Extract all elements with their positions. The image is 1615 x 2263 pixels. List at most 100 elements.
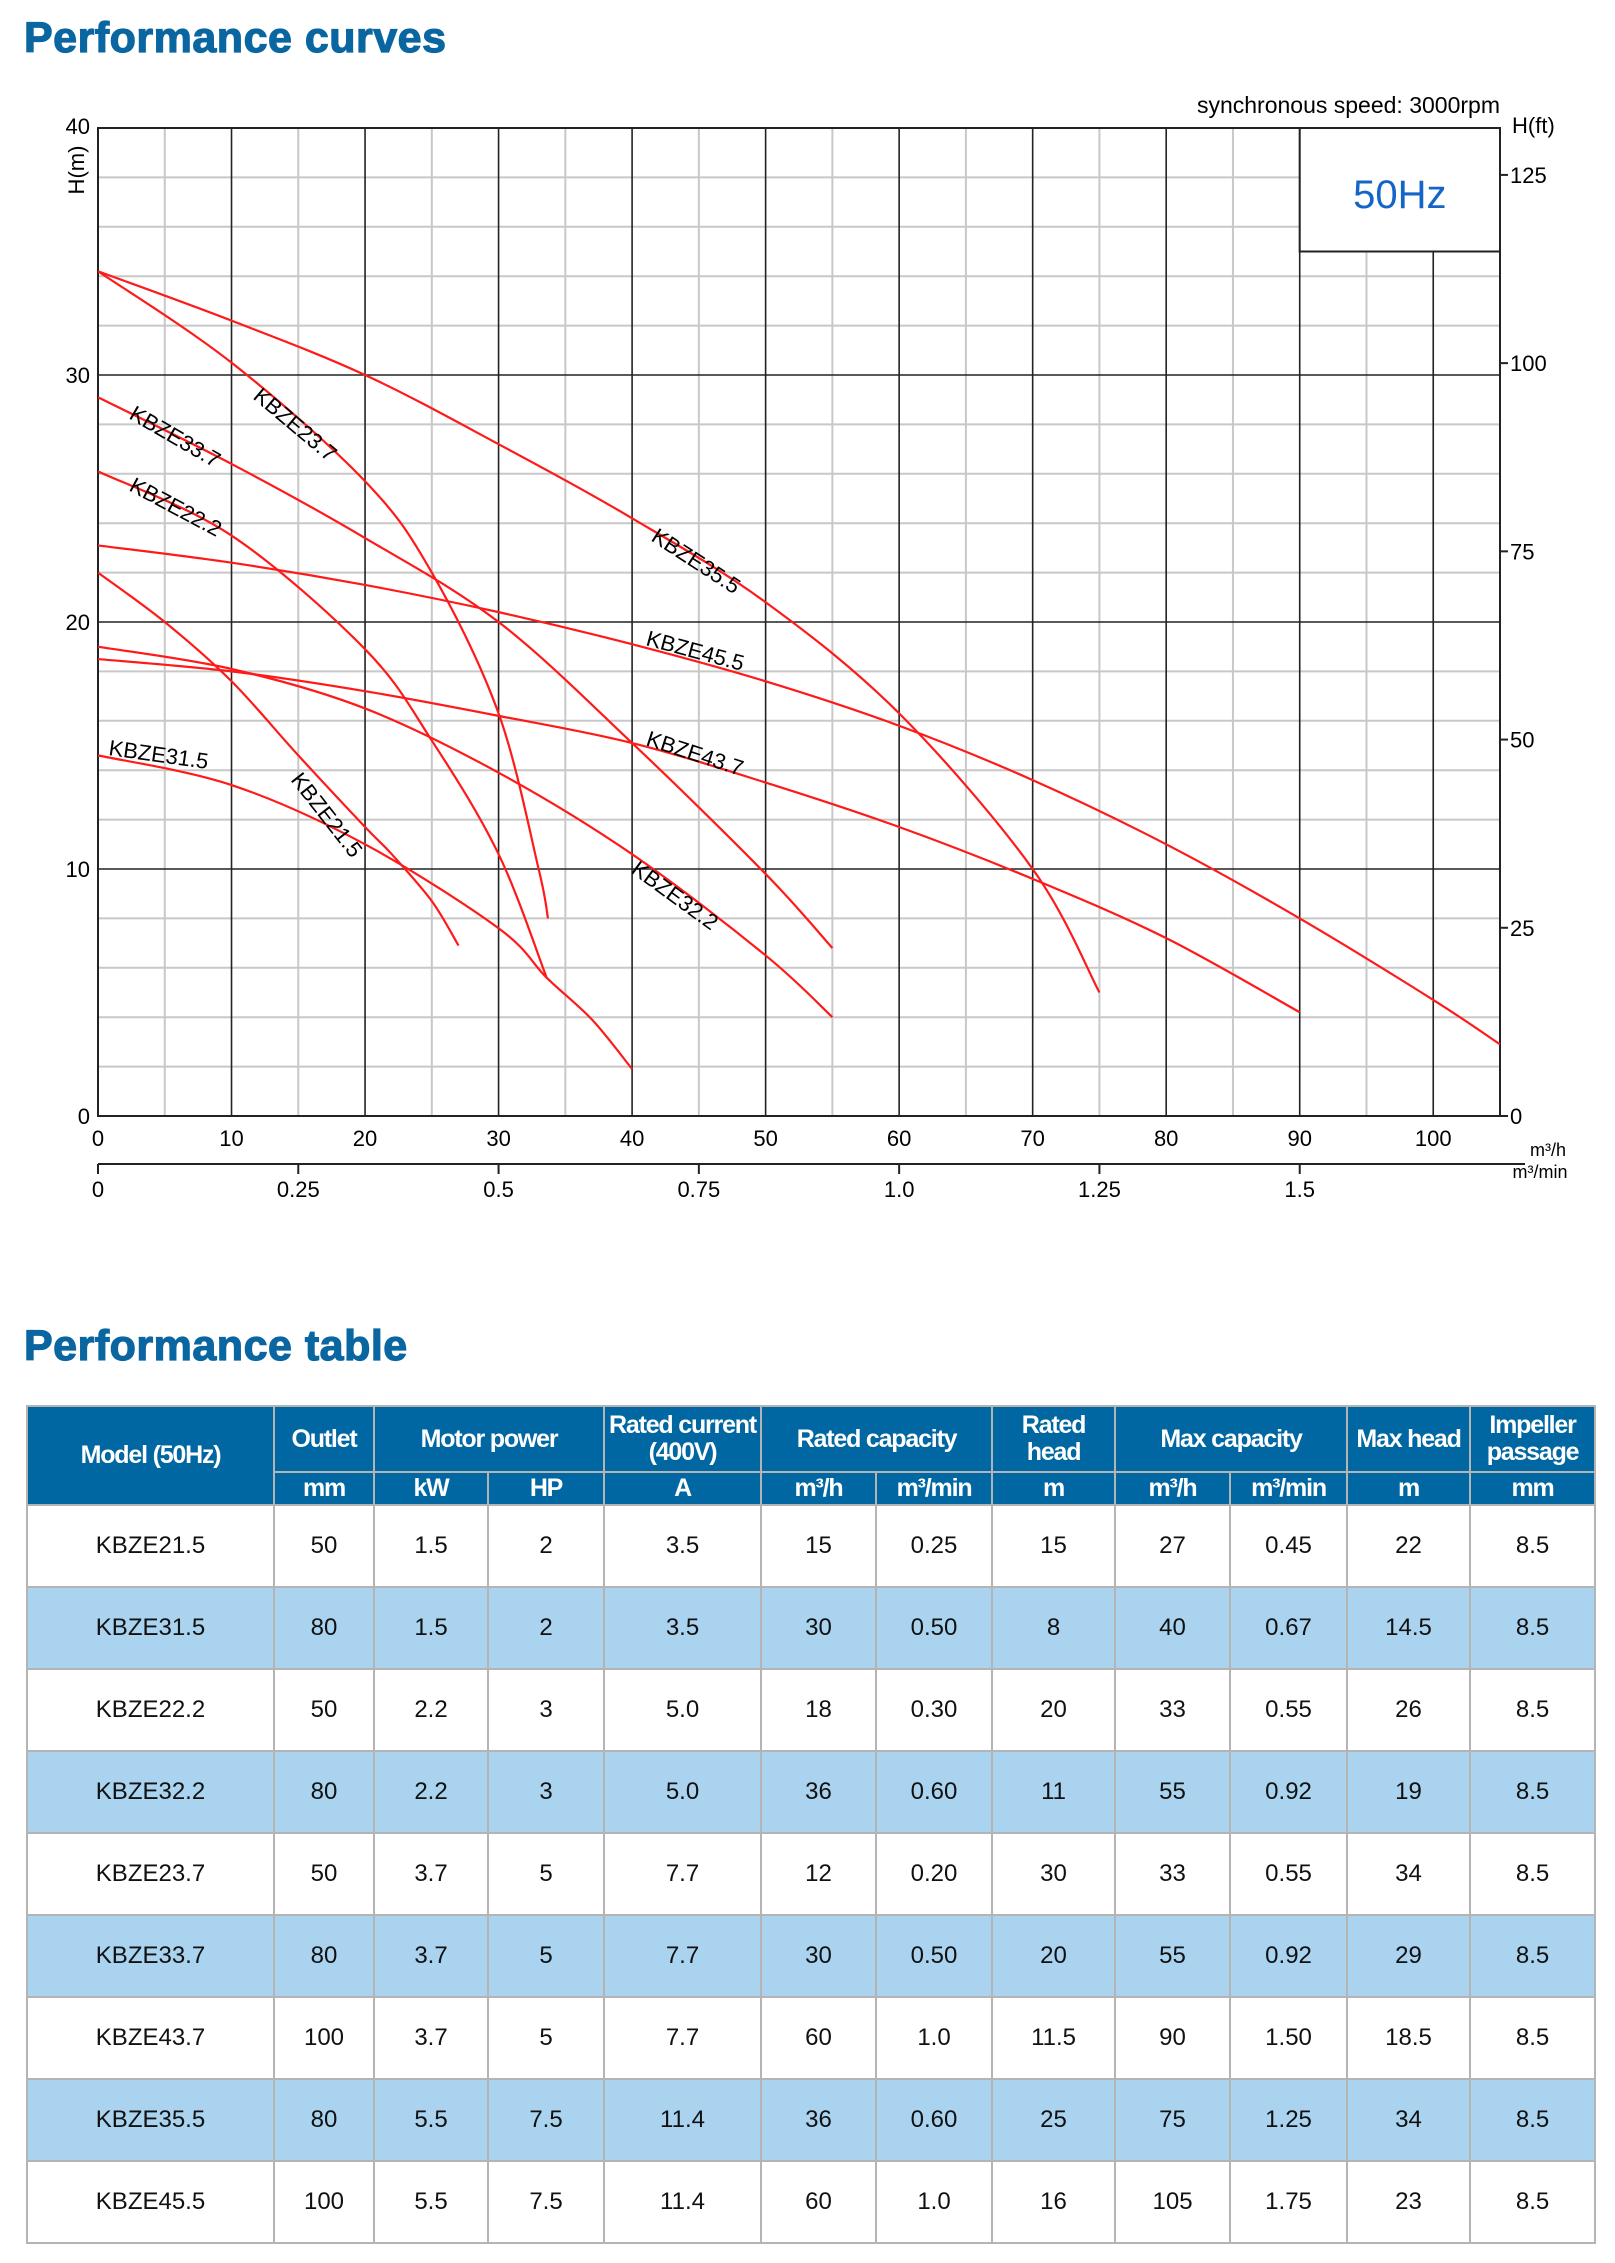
header-unit: m <box>1346 1471 1472 1506</box>
header-max-head: Max head <box>1346 1405 1472 1473</box>
y-right-axis-label: H(ft) <box>1512 113 1555 138</box>
value-cell: 11 <box>991 1750 1117 1834</box>
value-cell: 19 <box>1346 1750 1472 1834</box>
value-cell: 36 <box>760 2078 878 2162</box>
value-cell: 33 <box>1114 1668 1232 1752</box>
x-tick-label: 10 <box>219 1126 243 1151</box>
value-cell: 5 <box>486 1914 606 1998</box>
curve-kbze21-5 <box>97 571 460 947</box>
y-right-tick-label: 75 <box>1510 539 1534 564</box>
value-cell: 80 <box>273 2078 375 2162</box>
value-cell: 0.30 <box>875 1668 994 1752</box>
value-cell: 0.20 <box>875 1832 994 1916</box>
value-cell: 3.5 <box>603 1586 763 1670</box>
value-cell: 3.7 <box>373 1832 489 1916</box>
table-title: Performance table <box>23 1321 408 1370</box>
value-cell: 5 <box>486 1832 606 1916</box>
value-cell: 8.5 <box>1469 1996 1597 2080</box>
value-cell: 8 <box>991 1586 1117 1670</box>
curves-title: Performance curves <box>23 13 447 62</box>
y-right-tick-label: 0 <box>1510 1104 1522 1129</box>
model-cell: KBZE43.7 <box>26 1996 275 2080</box>
value-cell: 1.0 <box>875 1996 994 2080</box>
table-row: KBZE21.5 50 1.5 2 3.5 15 0.25 15 27 0.45 22 8.5 <box>26 1504 1597 1588</box>
value-cell: 30 <box>760 1586 878 1670</box>
value-cell: 3 <box>486 1668 606 1752</box>
value-cell: 50 <box>273 1832 375 1916</box>
value-cell: 0.25 <box>875 1504 994 1588</box>
value-cell: 3 <box>486 1750 606 1834</box>
curve-kbze22-2 <box>97 470 548 979</box>
value-cell: 7.5 <box>486 2160 606 2244</box>
value-cell: 1.0 <box>875 2160 994 2244</box>
value-cell: 55 <box>1114 1914 1232 1998</box>
value-cell: 80 <box>273 1750 375 1834</box>
table-row: KBZE45.5 100 5.5 7.5 11.4 60 1.0 16 105 1.75 23 8.5 <box>26 2160 1597 2244</box>
x-tick-label: 20 <box>353 1126 377 1151</box>
model-cell: KBZE31.5 <box>26 1586 275 1670</box>
header-unit: mm <box>273 1471 375 1506</box>
plot-frame <box>97 127 1501 1117</box>
x2-tick-label: 1.0 <box>884 1177 915 1202</box>
curve-label: KBZE35.5 <box>647 523 745 599</box>
model-cell: KBZE33.7 <box>26 1914 275 1998</box>
value-cell: 80 <box>273 1914 375 1998</box>
value-cell: 11.5 <box>991 1996 1117 2080</box>
value-cell: 18 <box>760 1668 878 1752</box>
y-right-tick-label: 100 <box>1510 351 1547 376</box>
value-cell: 18.5 <box>1346 1996 1472 2080</box>
value-cell: 50 <box>273 1668 375 1752</box>
y-tick-label: 30 <box>66 363 90 388</box>
y-right-tick-label: 50 <box>1510 728 1534 753</box>
frequency-badge: 50Hz <box>1353 173 1446 217</box>
value-cell: 8.5 <box>1469 1832 1597 1916</box>
value-cell: 60 <box>760 2160 878 2244</box>
value-cell: 8.5 <box>1469 1504 1597 1588</box>
x2-tick-label: 1.25 <box>1078 1177 1121 1202</box>
x2-tick-label: 0.5 <box>483 1177 514 1202</box>
value-cell: 2 <box>486 1504 606 1588</box>
value-cell: 36 <box>760 1750 878 1834</box>
value-cell: 100 <box>273 2160 375 2244</box>
value-cell: 8.5 <box>1469 1586 1597 1670</box>
value-cell: 14.5 <box>1346 1586 1472 1670</box>
header-unit: m³/h <box>760 1471 878 1506</box>
curve-label: KBZE33.7 <box>126 401 225 473</box>
value-cell: 16 <box>991 2160 1117 2244</box>
header-max-capacity: Max capacity <box>1114 1405 1349 1473</box>
x2-tick-label: 0.25 <box>277 1177 320 1202</box>
value-cell: 1.75 <box>1229 2160 1349 2244</box>
value-cell: 12 <box>760 1832 878 1916</box>
value-cell: 100 <box>273 1996 375 2080</box>
x-tick-label: 90 <box>1287 1126 1311 1151</box>
value-cell: 0.55 <box>1229 1668 1349 1752</box>
value-cell: 80 <box>273 1586 375 1670</box>
header-model: Model (50Hz) <box>26 1405 275 1506</box>
model-cell: KBZE45.5 <box>26 2160 275 2244</box>
frequency-badge-box <box>1298 127 1501 253</box>
header-unit: m³/min <box>875 1471 994 1506</box>
header-rated-capacity: Rated capacity <box>760 1405 994 1473</box>
curve-label: KBZE22.2 <box>126 472 226 541</box>
y-tick-label: 40 <box>66 114 90 139</box>
value-cell: 25 <box>991 2078 1117 2162</box>
curve-kbze32-2 <box>97 645 834 1019</box>
value-cell: 1.50 <box>1229 1996 1349 2080</box>
header-unit: m³/h <box>1114 1471 1232 1506</box>
value-cell: 1.25 <box>1229 2078 1349 2162</box>
value-cell: 5.0 <box>603 1750 763 1834</box>
value-cell: 0.50 <box>875 1586 994 1670</box>
value-cell: 40 <box>1114 1586 1232 1670</box>
value-cell: 30 <box>991 1832 1117 1916</box>
value-cell: 0.67 <box>1229 1586 1349 1670</box>
header-impeller-passage: Impeller passage <box>1469 1405 1597 1473</box>
value-cell: 3.7 <box>373 1996 489 2080</box>
y-axis-label: H(m) <box>64 146 89 195</box>
value-cell: 5.5 <box>373 2160 489 2244</box>
table-row: KBZE43.7 100 3.7 5 7.7 60 1.0 11.5 90 1.50 18.5 8.5 <box>26 1996 1597 2080</box>
model-cell: KBZE23.7 <box>26 1832 275 1916</box>
value-cell: 15 <box>760 1504 878 1588</box>
x2-tick-label: 0.75 <box>677 1177 720 1202</box>
value-cell: 0.92 <box>1229 1914 1349 1998</box>
value-cell: 90 <box>1114 1996 1232 2080</box>
